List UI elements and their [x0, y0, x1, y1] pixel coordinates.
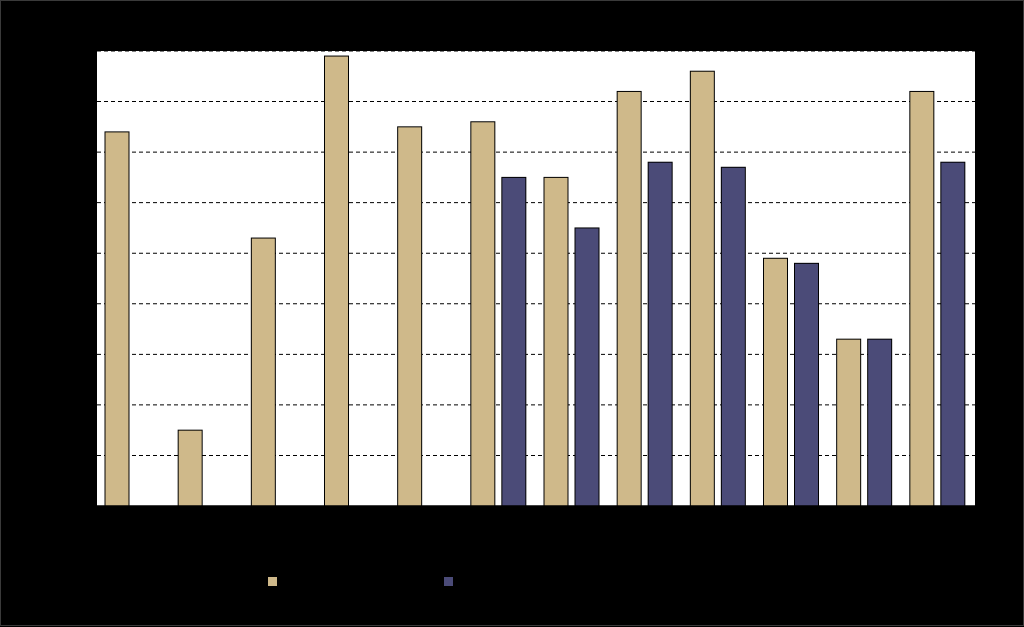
bar-series-1	[689, 70, 715, 507]
bar-series-2	[940, 161, 966, 507]
bar-series-1	[397, 126, 423, 507]
bar-series-1	[324, 55, 349, 507]
legend-marker-series-1	[268, 577, 277, 586]
bar-series-2	[501, 176, 527, 507]
bar-series-2	[574, 227, 600, 507]
bar-series-1	[909, 90, 935, 507]
bar-series-1	[250, 237, 276, 507]
bar-series-1	[177, 429, 203, 507]
bar-series-2	[867, 338, 893, 507]
bar-series-1	[543, 176, 569, 507]
bar-series-2	[647, 161, 673, 507]
bar-series-1	[763, 257, 788, 507]
bar-series-2	[720, 166, 746, 507]
bar-series-2	[794, 262, 819, 507]
bar-series-1	[616, 90, 642, 507]
bar-series-1	[104, 131, 130, 507]
bar-series-1	[836, 338, 862, 507]
bars	[104, 55, 966, 507]
legend	[268, 577, 453, 586]
legend-marker-series-2	[444, 577, 453, 586]
plot-area	[97, 51, 975, 506]
gridlines	[97, 50, 975, 456]
bar-series-1	[470, 121, 496, 507]
